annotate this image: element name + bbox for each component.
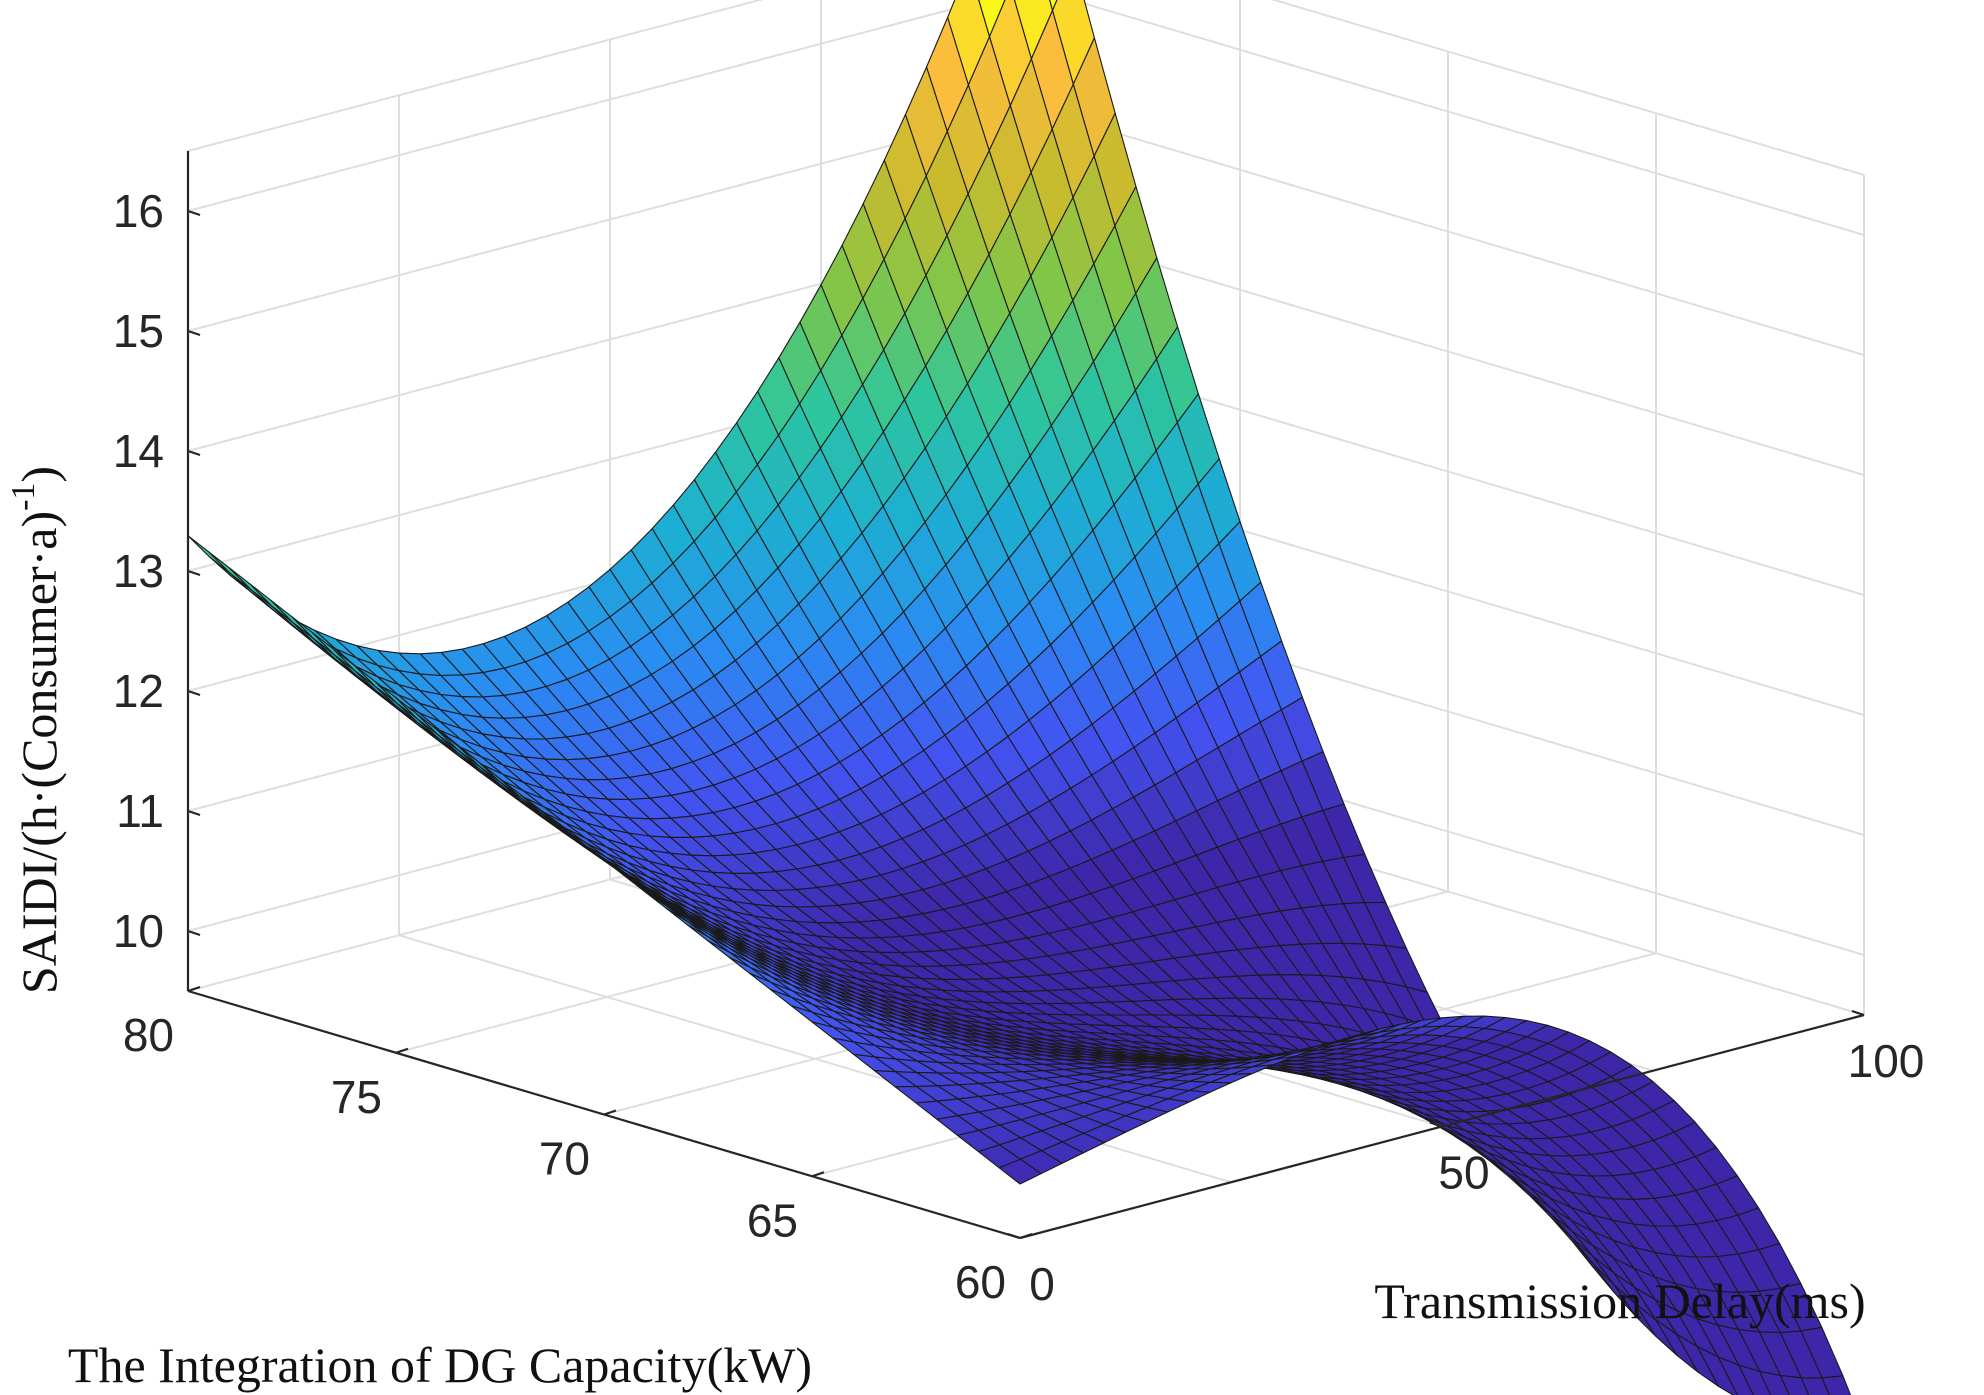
x-tick-mark: [1429, 1121, 1443, 1128]
z-tick-mark: [187, 929, 201, 937]
y-axis-label: The Integration of DG Capacity(kW): [68, 1337, 812, 1393]
z-tick-label: 13: [113, 545, 164, 597]
surface-patch: [1049, 0, 1058, 12]
z-tick-label: 14: [113, 425, 164, 477]
z-axis-label-main: SAIDI/(h·(Consumer·a): [11, 511, 67, 994]
surface-patch: [1821, 1375, 1852, 1395]
box-top-edge: [187, 0, 1865, 176]
grid-line-z: [187, 0, 1865, 236]
z-axis-label: SAIDI/(h·(Consumer·a)-1): [5, 466, 67, 994]
z-tick-label: 11: [116, 785, 164, 837]
y-tick-mark: [1019, 1232, 1033, 1240]
y-tick-mark: [603, 1109, 617, 1116]
z-tick-label: 12: [113, 665, 164, 717]
y-tick-mark: [395, 1047, 409, 1054]
z-tick-mark: [187, 449, 201, 457]
y-tick-mark: [187, 985, 201, 993]
z-tick-mark: [187, 329, 201, 337]
tick-labels: 0 50 100 60 65 70 75 80 10 11 12 13 14 15 16: [113, 185, 1925, 1310]
z-tick-mark: [187, 809, 201, 817]
x-tick-label: 100: [1848, 1035, 1925, 1087]
surface-patch: [998, 1158, 1042, 1185]
z-tick-mark: [187, 689, 201, 697]
z-tick-label: 16: [113, 185, 164, 237]
y-tick-label: 60: [955, 1256, 1006, 1308]
x-tick-mark: [1851, 1009, 1865, 1017]
x-tick-mark: [1007, 1232, 1021, 1240]
z-tick-label: 10: [113, 905, 164, 957]
axes-frame: [186, 151, 1865, 1240]
y-tick-mark: [811, 1171, 825, 1178]
z-tick-label: 15: [113, 305, 164, 357]
x-tick-label: 50: [1438, 1147, 1489, 1199]
y-tick-label: 75: [331, 1071, 382, 1123]
x-axis-label: Transmission Delay(ms): [1374, 1273, 1865, 1329]
y-tick-label: 80: [123, 1009, 174, 1061]
surface-mesh: [187, 0, 1852, 1395]
z-tick-mark: [187, 569, 201, 577]
z-tick-mark: [187, 209, 201, 217]
y-tick-label: 70: [539, 1133, 590, 1185]
y-tick-label: 65: [747, 1194, 798, 1246]
x-tick-label: 0: [1029, 1258, 1055, 1310]
z-axis-label-sup: -1: [5, 483, 42, 511]
z-axis-label-close: ): [11, 466, 67, 483]
